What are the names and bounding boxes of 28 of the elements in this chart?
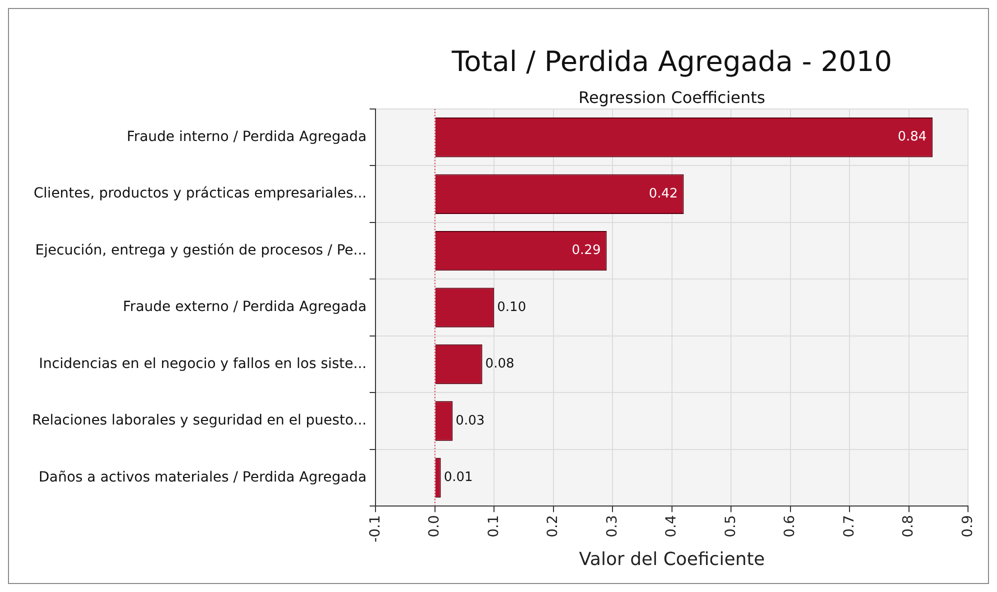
x-tick-label: 0.1 [486, 515, 502, 538]
x-tick-label: 0.2 [545, 515, 562, 538]
x-tick-label: 0.9 [960, 515, 976, 538]
x-tick-label: 0.0 [426, 515, 443, 538]
data-label: 0.29 [572, 243, 601, 258]
y-tick-label: Daños a activos materiales / Perdida Agregada [38, 469, 367, 486]
x-tick-label: -0.1 [367, 515, 384, 542]
x-tick-label: 0.3 [604, 515, 620, 538]
y-tick-label: Fraude externo / Perdida Agregada [122, 299, 367, 316]
x-tick-label: 0.5 [722, 515, 739, 538]
y-tick-label: Incidencias en el negocio y fallos en los siste... [38, 356, 367, 372]
data-label: 0.01 [444, 470, 473, 486]
x-axis-title: Valor del Coeficiente [579, 548, 765, 570]
data-label: 0.10 [497, 300, 526, 315]
y-tick-label: Ejecución, entrega y gestión de procesos / Pe... [35, 242, 367, 258]
y-tick-label: Clientes, productos y prácticas empresariales... [34, 186, 367, 202]
x-tick-label: 0.6 [782, 514, 798, 538]
x-tick-label: 0.8 [900, 515, 917, 538]
chart-subtitle: Regression Coefficients [578, 88, 766, 107]
y-tick-label: Fraude interno / Perdida Agregada [126, 129, 367, 146]
y-tick-label: Relaciones laborales y seguridad en el puesto... [32, 412, 367, 429]
data-label: 0.84 [898, 130, 927, 145]
data-label: 0.08 [485, 356, 514, 372]
data-label: 0.03 [456, 413, 485, 428]
x-tick-label: 0.4 [664, 514, 680, 538]
data-label: 0.42 [648, 186, 678, 202]
x-tick-label: 0.7 [841, 515, 858, 538]
chart-title: Total / Perdida Agregada - 2010 [450, 45, 892, 78]
